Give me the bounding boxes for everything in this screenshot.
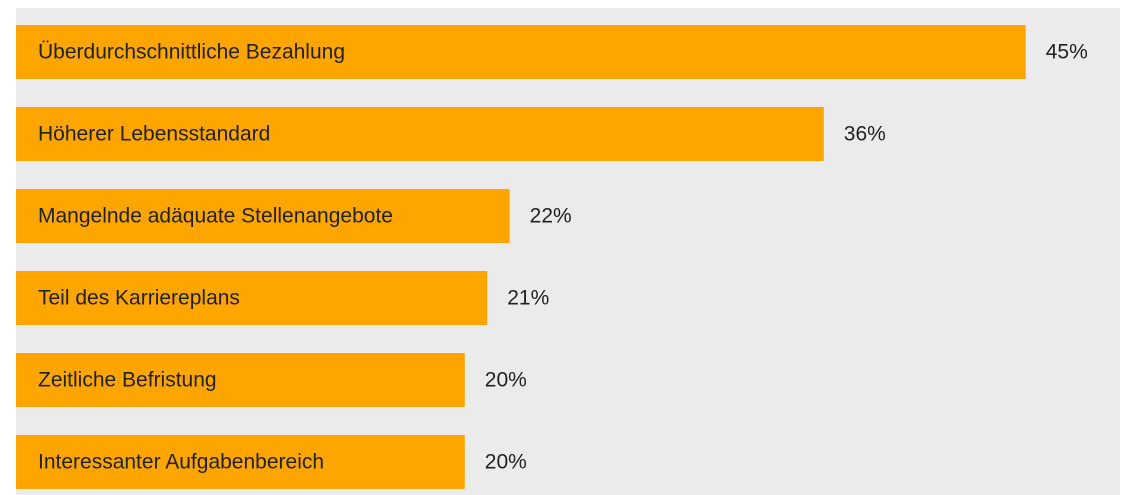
plot-background	[16, 8, 1120, 495]
category-label: Mangelnde adäquate Stellenangebote	[38, 205, 393, 228]
bar	[16, 189, 510, 243]
value-label: 22%	[530, 205, 572, 228]
value-label: 21%	[507, 287, 549, 310]
bar	[16, 435, 465, 489]
category-label: Höherer Lebensstandard	[38, 123, 270, 146]
value-label: 20%	[485, 369, 527, 392]
bar	[16, 25, 1026, 79]
value-label: 20%	[485, 451, 527, 474]
category-label: Teil des Karriereplans	[38, 287, 240, 310]
bar	[16, 271, 488, 325]
bar	[16, 107, 824, 161]
category-label: Überdurchschnittliche Bezahlung	[38, 41, 345, 64]
category-label: Interessanter Aufgabenbereich	[38, 451, 324, 474]
category-label: Zeitliche Befristung	[38, 369, 217, 392]
bar	[16, 353, 465, 407]
value-label: 45%	[1046, 41, 1088, 64]
value-label: 36%	[844, 123, 886, 146]
